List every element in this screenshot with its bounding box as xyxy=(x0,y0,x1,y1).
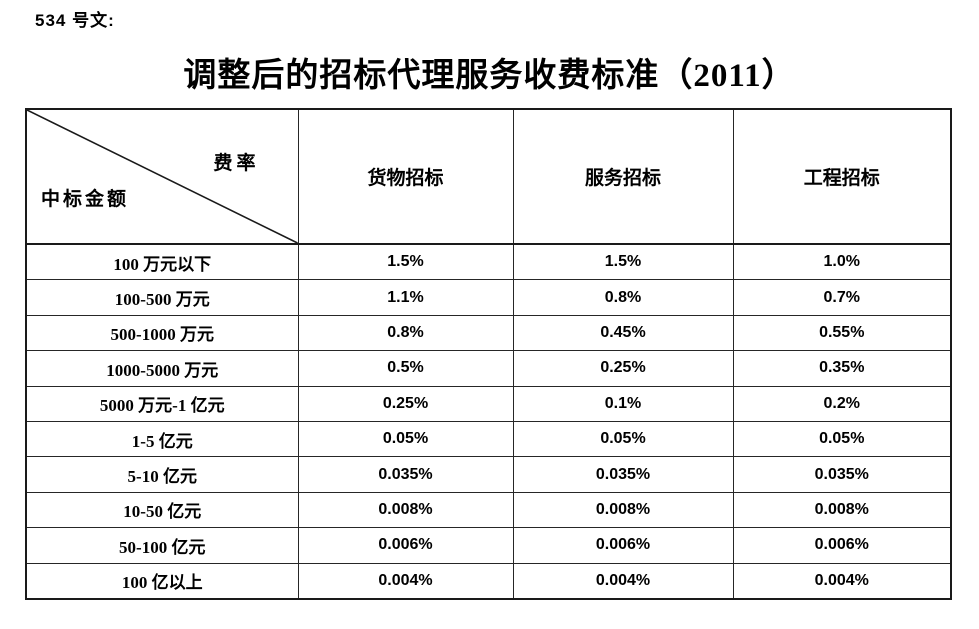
rate-cell-engineering: 0.008% xyxy=(732,491,952,529)
rate-cell-service: 0.45% xyxy=(512,314,734,352)
rate-cell-goods: 1.5% xyxy=(297,243,514,281)
rate-cell-service: 0.035% xyxy=(512,456,734,493)
fee-rate-table: 费率 中标金额 货物招标 服务招标 工程招标 100 万元以下 1.5% 1.5… xyxy=(25,108,952,600)
header-row: 费率 中标金额 货物招标 服务招标 工程招标 xyxy=(25,108,952,245)
rate-cell-goods: 0.5% xyxy=(297,350,514,387)
rate-cell-goods: 0.035% xyxy=(297,456,514,493)
amount-range-cell: 5000 万元-1 亿元 xyxy=(25,385,299,422)
amount-range-cell: 500-1000 万元 xyxy=(25,314,299,352)
amount-range-cell: 50-100 亿元 xyxy=(25,527,299,564)
rate-cell-service: 0.004% xyxy=(512,562,734,600)
table-row: 5-10 亿元 0.035% 0.035% 0.035% xyxy=(25,456,952,493)
rate-cell-service: 1.5% xyxy=(512,243,734,281)
column-header-engineering: 工程招标 xyxy=(732,108,952,245)
rate-cell-engineering: 0.004% xyxy=(732,562,952,600)
rate-cell-service: 0.05% xyxy=(512,420,734,458)
rate-cell-engineering: 0.35% xyxy=(732,350,952,387)
table-row: 100 万元以下 1.5% 1.5% 1.0% xyxy=(25,243,952,281)
amount-range-cell: 100 万元以下 xyxy=(25,243,299,281)
corner-amount-label: 中标金额 xyxy=(41,189,130,210)
rate-cell-engineering: 0.05% xyxy=(732,420,952,458)
rate-cell-goods: 0.004% xyxy=(297,562,514,600)
rate-cell-goods: 0.008% xyxy=(297,491,514,529)
amount-range-cell: 1000-5000 万元 xyxy=(25,350,299,387)
rate-cell-engineering: 0.2% xyxy=(732,385,952,422)
amount-range-cell: 1-5 亿元 xyxy=(25,420,299,458)
amount-range-cell: 100-500 万元 xyxy=(25,279,299,316)
rate-cell-engineering: 1.0% xyxy=(732,243,952,281)
amount-range-cell: 100 亿以上 xyxy=(25,562,299,600)
table-row: 100 亿以上 0.004% 0.004% 0.004% xyxy=(25,562,952,600)
page-title: 调整后的招标代理服务收费标准（2011） xyxy=(183,58,796,94)
amount-range-cell: 10-50 亿元 xyxy=(25,491,299,529)
table-corner-cell: 费率 中标金额 xyxy=(25,108,299,245)
rate-cell-engineering: 0.7% xyxy=(732,279,952,316)
rate-cell-engineering: 0.035% xyxy=(732,456,952,493)
table-row: 1-5 亿元 0.05% 0.05% 0.05% xyxy=(25,420,952,458)
rate-cell-service: 0.006% xyxy=(512,527,734,564)
rate-cell-goods: 0.006% xyxy=(297,527,514,564)
column-header-goods: 货物招标 xyxy=(297,108,514,245)
rate-cell-engineering: 0.006% xyxy=(732,527,952,564)
doc-number: 534 号文: xyxy=(35,11,115,30)
column-header-service: 服务招标 xyxy=(512,108,734,245)
table-row: 100-500 万元 1.1% 0.8% 0.7% xyxy=(25,279,952,316)
rate-cell-goods: 0.25% xyxy=(297,385,514,422)
rate-cell-service: 0.25% xyxy=(512,350,734,387)
table-row: 10-50 亿元 0.008% 0.008% 0.008% xyxy=(25,491,952,529)
rate-cell-engineering: 0.55% xyxy=(732,314,952,352)
rate-cell-goods: 1.1% xyxy=(297,279,514,316)
rate-cell-goods: 0.05% xyxy=(297,420,514,458)
table-row: 500-1000 万元 0.8% 0.45% 0.55% xyxy=(25,314,952,352)
rate-cell-service: 0.1% xyxy=(512,385,734,422)
table-row: 1000-5000 万元 0.5% 0.25% 0.35% xyxy=(25,350,952,387)
amount-range-cell: 5-10 亿元 xyxy=(25,456,299,493)
rate-cell-goods: 0.8% xyxy=(297,314,514,352)
rate-cell-service: 0.008% xyxy=(512,491,734,529)
rate-cell-service: 0.8% xyxy=(512,279,734,316)
corner-rate-label: 费率 xyxy=(213,153,260,174)
table-row: 50-100 亿元 0.006% 0.006% 0.006% xyxy=(25,527,952,564)
diagonal-divider-line xyxy=(27,110,298,243)
table-row: 5000 万元-1 亿元 0.25% 0.1% 0.2% xyxy=(25,385,952,422)
